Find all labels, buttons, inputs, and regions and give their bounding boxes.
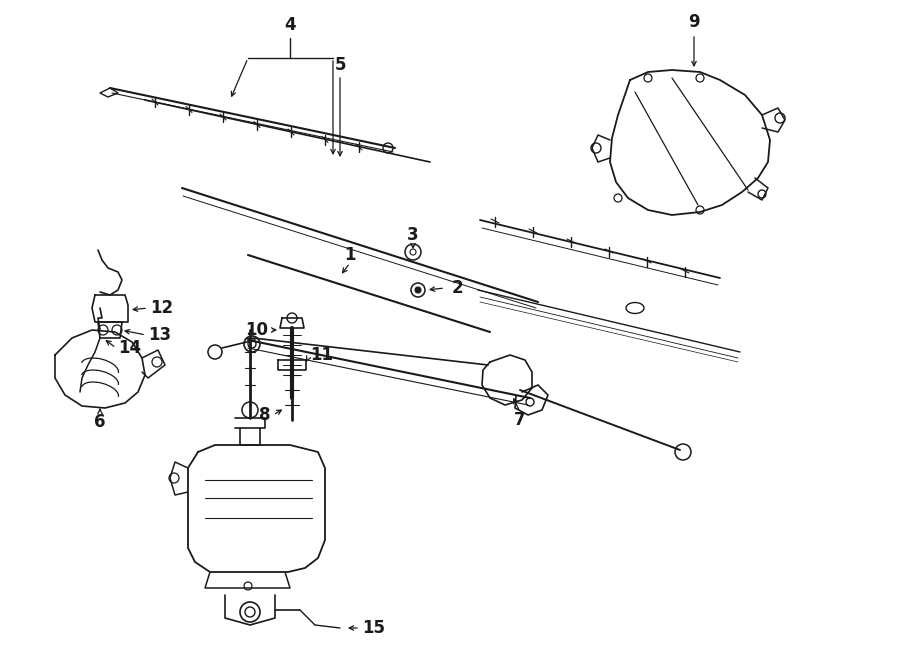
Circle shape bbox=[287, 313, 297, 323]
Text: 4: 4 bbox=[284, 16, 296, 34]
Circle shape bbox=[383, 143, 393, 153]
Text: 13: 13 bbox=[148, 326, 171, 344]
Text: 9: 9 bbox=[688, 13, 700, 31]
Circle shape bbox=[415, 287, 421, 293]
Text: 7: 7 bbox=[514, 411, 526, 429]
Text: 6: 6 bbox=[94, 413, 106, 431]
Text: 14: 14 bbox=[118, 339, 141, 357]
Text: 1: 1 bbox=[344, 246, 356, 264]
Text: 8: 8 bbox=[259, 406, 271, 424]
Circle shape bbox=[245, 607, 255, 617]
Text: 15: 15 bbox=[362, 619, 385, 637]
Text: 2: 2 bbox=[452, 279, 464, 297]
Circle shape bbox=[410, 249, 416, 255]
Text: 3: 3 bbox=[407, 226, 418, 244]
Circle shape bbox=[248, 340, 256, 348]
Text: 12: 12 bbox=[150, 299, 173, 317]
Text: 11: 11 bbox=[310, 346, 333, 364]
Text: 5: 5 bbox=[334, 56, 346, 74]
Text: 10: 10 bbox=[245, 321, 268, 339]
